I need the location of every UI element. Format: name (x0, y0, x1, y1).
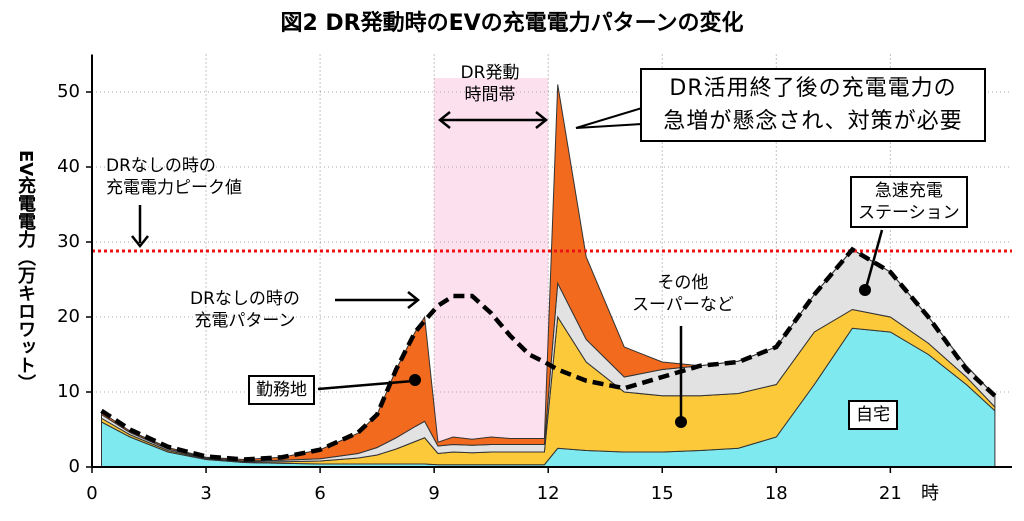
x-tick-label: 18 (765, 483, 788, 504)
x-tick-label: 12 (537, 483, 560, 504)
reference-line (100, 246, 997, 462)
foreground-layer: 0 3 6 9 12 15 18 21 0 10 20 30 40 50 (57, 54, 1012, 504)
peak-label: DRなしの時の 充電電力ピーク値 (106, 156, 242, 198)
y-tick-label: 10 (57, 381, 80, 402)
arrow-head (407, 291, 421, 309)
arrow-head (535, 111, 549, 129)
y-axis-label: EV充電電力（万キロワット） (15, 150, 36, 393)
y-tick-label: 40 (57, 156, 80, 177)
x-tick-label: 6 (314, 483, 325, 504)
marker-dot (409, 374, 421, 386)
y-tick-label: 50 (57, 81, 80, 102)
chart-title: 図2 DR発動時のEVの充電電力パターンの変化 (280, 10, 743, 36)
reference-label: DRなしの時の 充電パターン (190, 289, 300, 331)
band-label: DR発動 時間帯 (460, 63, 520, 105)
series-label: 勤務地 (248, 375, 315, 405)
leader-line (317, 379, 414, 391)
x-tick-label: 21 (879, 483, 902, 504)
x-unit: 時 (921, 483, 939, 504)
marker-dot (859, 284, 871, 296)
arrow-head (437, 111, 451, 129)
x-tick-label: 15 (651, 483, 674, 504)
y-tick-label: 20 (57, 306, 80, 327)
callout-box: DR活用終了後の充電電力の 急増が懸念され、対策が必要 (640, 68, 986, 142)
x-tick-label: 9 (428, 483, 439, 504)
series-label: 急速充電 ステーション (850, 176, 968, 228)
y-tick-label: 0 (69, 456, 80, 477)
series-label: 自宅 (848, 400, 898, 430)
marker-dot (675, 416, 687, 428)
annotation-arrows (131, 111, 884, 420)
x-tick-label: 3 (200, 483, 211, 504)
callout-pointer (575, 106, 643, 129)
y-tick-label: 30 (57, 231, 80, 252)
dr-band (434, 78, 549, 467)
x-tick-label: 0 (86, 483, 97, 504)
arrow-head (131, 235, 149, 249)
series-label: その他 スーパーなど (632, 273, 734, 315)
leader-line (864, 229, 884, 289)
